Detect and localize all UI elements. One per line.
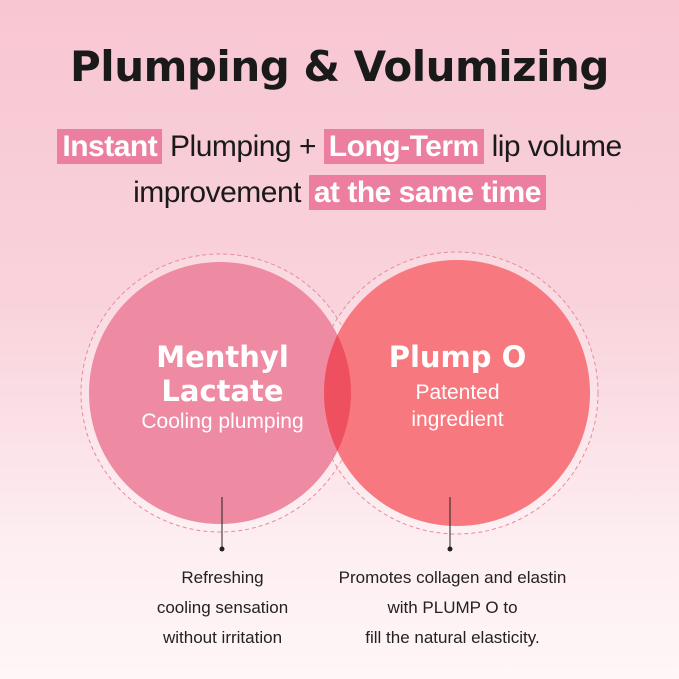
subtitle-text: improvement — [133, 176, 309, 209]
note-line: Promotes collagen and elastin — [338, 568, 567, 587]
right-circle-label: Plump O Patented ingredient — [350, 340, 565, 433]
subtitle-text: Plumping + — [162, 130, 324, 163]
ingredient-name: Plump O — [388, 340, 527, 374]
highlight-long-term: Long-Term — [323, 129, 484, 164]
right-pointer-dot — [447, 546, 453, 552]
page-title: Plumping & Volumizing — [70, 42, 609, 91]
note-line: without irritation — [162, 628, 283, 647]
ingredient-name: Menthyl — [156, 340, 289, 374]
note-line: Refreshing — [181, 568, 264, 587]
ingredient-desc: Patented — [415, 381, 500, 404]
highlight-instant: Instant — [57, 129, 163, 164]
left-note: Refreshing cooling sensation without irr… — [120, 563, 325, 653]
left-pointer-dot — [219, 546, 225, 552]
ingredient-desc: ingredient — [411, 408, 504, 431]
right-note: Promotes collagen and elastin with PLUMP… — [300, 563, 605, 653]
note-line: fill the natural elasticity. — [365, 628, 540, 647]
highlight-same-time: at the same time — [308, 175, 546, 210]
subtitle-line-2: improvement at the same time — [0, 175, 679, 210]
right-circle — [324, 260, 590, 526]
subtitle-line-1: Instant Plumping + Long-Term lip volume — [0, 129, 679, 164]
ingredient-desc: Cooling plumping — [141, 410, 304, 433]
note-line: cooling sensation — [156, 598, 289, 617]
left-circle-label: Menthyl Lactate Cooling plumping — [110, 340, 335, 435]
note-line: with PLUMP O to — [387, 598, 518, 617]
ingredient-name: Lactate — [161, 374, 284, 408]
subtitle-text: lip volume — [483, 130, 623, 163]
left-circle — [89, 262, 351, 524]
